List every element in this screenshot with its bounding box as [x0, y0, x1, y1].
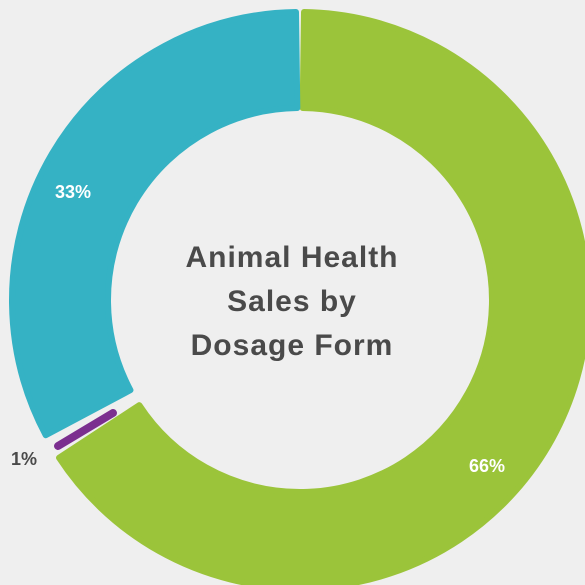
- slice-1: [54, 409, 117, 450]
- slice-label-2: 33%: [55, 182, 91, 202]
- slice-label-1: 1%: [11, 449, 37, 469]
- chart-title-line-2: Sales by: [227, 285, 357, 318]
- slice-0: [56, 9, 585, 585]
- slice-label-0: 66%: [469, 456, 505, 476]
- chart-title: Animal Health Sales by Dosage Form: [142, 236, 442, 368]
- chart-title-line-1: Animal Health: [185, 241, 399, 274]
- chart-title-line-3: Dosage Form: [190, 329, 394, 362]
- slice-2: [9, 9, 301, 439]
